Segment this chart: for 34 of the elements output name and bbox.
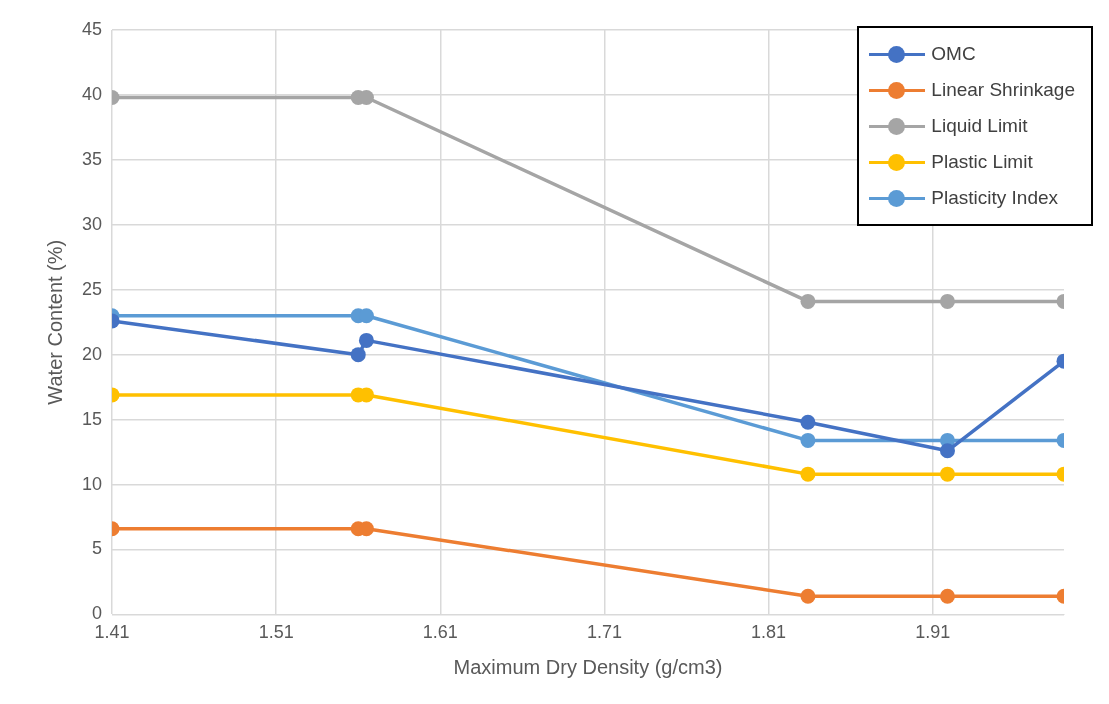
x-tick-label: 1.81 — [751, 622, 787, 643]
point — [800, 432, 816, 448]
y-tick-label: 35 — [81, 148, 103, 169]
y-tick-label: 25 — [81, 278, 103, 299]
point — [939, 443, 955, 459]
point — [800, 414, 816, 430]
y-tick-label: 0 — [92, 603, 103, 624]
point — [800, 293, 816, 309]
x-tick-label: 1.51 — [258, 622, 294, 643]
y-tick-label: 40 — [81, 83, 103, 104]
y-axis-title: Water Content (%) — [43, 239, 66, 405]
y-tick-label: 20 — [81, 343, 103, 364]
point — [939, 588, 955, 604]
point — [800, 466, 816, 482]
y-tick-label: 5 — [92, 538, 103, 559]
point — [350, 347, 366, 363]
x-tick-label: 1.91 — [915, 622, 951, 643]
legend-label: Plastic Limit — [931, 151, 1033, 173]
point — [939, 293, 955, 309]
point — [939, 466, 955, 482]
legend-label: OMC — [931, 43, 976, 65]
legend-label: Plasticity Index — [931, 187, 1059, 209]
point — [800, 588, 816, 604]
x-axis-title: Maximum Dry Density (g/cm3) — [453, 655, 723, 678]
x-tick-label: 1.61 — [422, 622, 458, 643]
y-tick-label: 45 — [81, 18, 103, 39]
y-tick-label: 30 — [81, 213, 103, 234]
y-tick-label: 10 — [81, 473, 103, 494]
y-tick-label: 15 — [81, 408, 103, 429]
legend-label: Linear Shrinkage — [931, 79, 1075, 101]
x-tick-label: 1.41 — [94, 622, 130, 643]
x-tick-label: 1.71 — [586, 622, 622, 643]
legend-label: Liquid Limit — [931, 115, 1028, 137]
point — [358, 332, 374, 348]
